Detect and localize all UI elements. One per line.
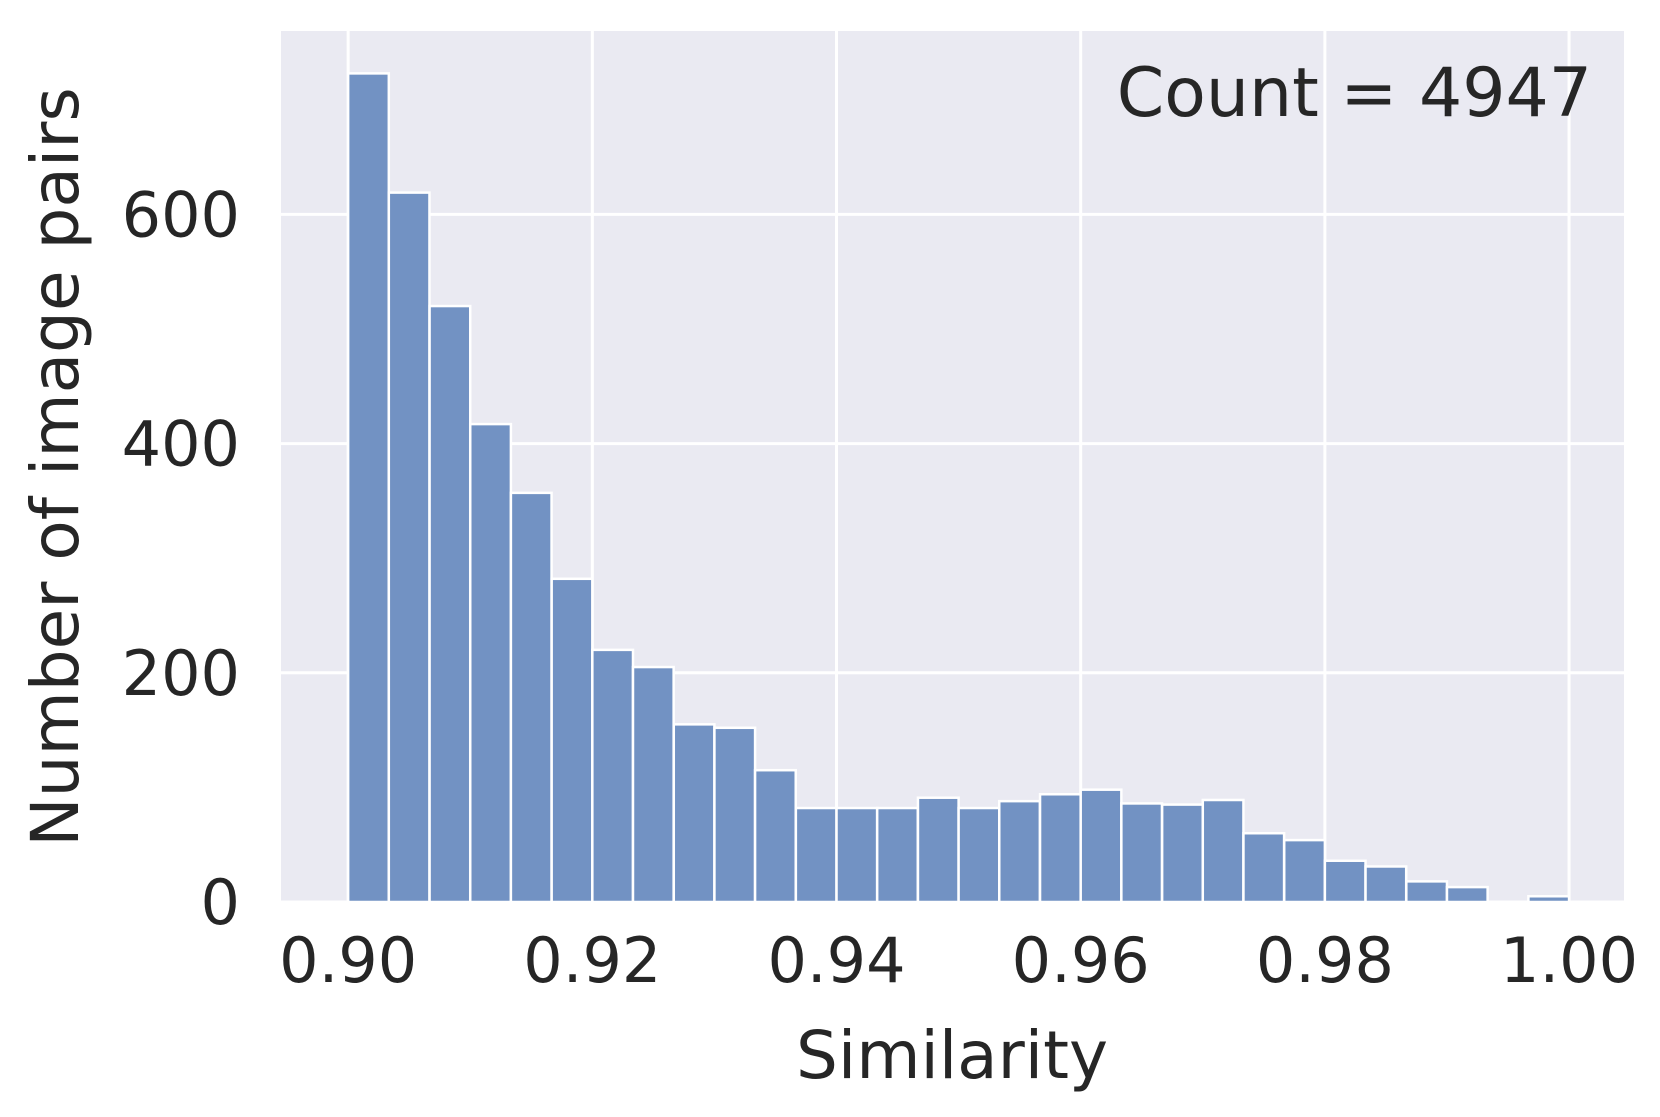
histogram-bar-22 xyxy=(1242,831,1286,904)
histogram-bar-10 xyxy=(753,768,797,904)
y-tick-labels: 0 200 400 600 xyxy=(122,178,240,939)
x-tick-label-4: 0.98 xyxy=(1256,924,1394,997)
histogram-bar-8 xyxy=(672,723,716,904)
x-tick-label-3: 0.96 xyxy=(1012,924,1150,997)
histogram-bar-19 xyxy=(1120,802,1164,904)
histogram-bar-4 xyxy=(509,491,553,904)
histogram-bar-3 xyxy=(468,422,513,904)
y-axis-title: Number of image pairs xyxy=(17,87,94,846)
y-tick-label-1: 200 xyxy=(122,637,240,710)
histogram-bar-26 xyxy=(1405,880,1449,904)
histogram-bar-5 xyxy=(550,577,594,904)
histogram-bar-20 xyxy=(1160,803,1205,904)
histogram-bar-7 xyxy=(631,665,675,904)
x-tick-label-1: 0.92 xyxy=(523,924,661,997)
x-tick-labels: 0.90 0.92 0.94 0.96 0.98 1.00 xyxy=(279,924,1638,997)
histogram-bar-12 xyxy=(835,806,879,904)
x-tick-label-2: 0.94 xyxy=(767,924,905,997)
histogram-bar-18 xyxy=(1079,788,1123,904)
histogram-bar-25 xyxy=(1364,865,1408,904)
x-tick-label-5: 1.00 xyxy=(1500,924,1638,997)
histogram-bar-9 xyxy=(713,726,757,904)
histogram-bar-14 xyxy=(916,796,960,904)
y-tick-label-2: 400 xyxy=(122,408,240,481)
histogram-bar-23 xyxy=(1282,838,1327,904)
histogram-bar-29 xyxy=(1527,895,1571,904)
histogram-bar-13 xyxy=(875,806,920,904)
histogram-bar-15 xyxy=(957,806,1001,904)
count-annotation: Count = 4947 xyxy=(1117,54,1592,133)
x-tick-label-0: 0.90 xyxy=(279,924,417,997)
histogram-bar-21 xyxy=(1201,798,1245,904)
histogram-bar-0 xyxy=(346,72,391,904)
histogram-bar-11 xyxy=(794,806,838,904)
histogram-bars xyxy=(346,72,1571,904)
histogram-bar-27 xyxy=(1445,885,1489,904)
histogram-bar-1 xyxy=(387,191,431,904)
x-axis-title: Similarity xyxy=(796,1017,1108,1094)
histogram-bar-16 xyxy=(998,799,1042,904)
histogram-bar-2 xyxy=(428,304,472,904)
y-tick-label-0: 0 xyxy=(201,866,240,939)
histogram-bar-24 xyxy=(1323,859,1367,904)
histogram-bar-17 xyxy=(1038,793,1082,904)
y-tick-label-3: 600 xyxy=(122,178,240,251)
histogram-bar-6 xyxy=(591,648,635,904)
